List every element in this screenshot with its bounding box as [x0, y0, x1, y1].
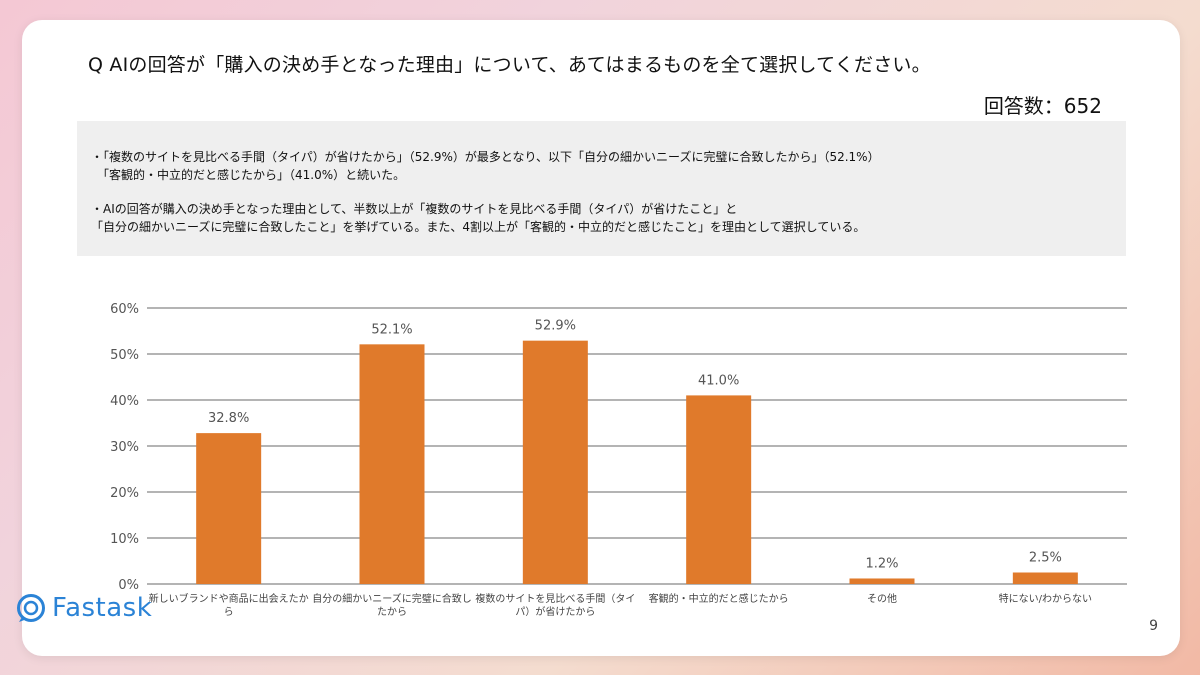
x-category-label: 新しいブランドや商品に出会えたか — [149, 592, 309, 605]
y-tick-label: 40% — [110, 394, 139, 409]
bar — [196, 433, 262, 584]
data-label: 32.8% — [208, 411, 249, 426]
x-category-label: 客観的・中立的だと感じたから — [649, 592, 789, 605]
logo-bubble-icon — [17, 594, 45, 622]
y-tick-label: 50% — [110, 348, 139, 363]
fastask-logo: Fastask — [16, 593, 152, 623]
x-category-label: 複数のサイトを見比べる手間（タイ — [475, 592, 635, 605]
page-number: 9 — [1149, 618, 1158, 634]
data-label: 41.0% — [698, 373, 739, 388]
data-label: 1.2% — [865, 556, 898, 571]
x-category-label: 特にない/わからない — [999, 593, 1092, 605]
slide-card: Q AIの回答が「購入の決め手となった理由」について、あてはまるものを全て選択し… — [22, 20, 1180, 656]
y-tick-label: 0% — [118, 578, 139, 593]
y-tick-label: 30% — [110, 440, 139, 455]
summary-line: ・「複数のサイトを見比べる手間（タイパ）が省けたから」（52.9%）が最多となり… — [91, 150, 880, 164]
bar — [849, 578, 915, 584]
data-label: 2.5% — [1029, 551, 1062, 566]
question-title: Q AIの回答が「購入の決め手となった理由」について、あてはまるものを全て選択し… — [88, 54, 931, 76]
data-label: 52.9% — [535, 319, 576, 334]
bar — [686, 395, 752, 584]
y-tick-label: 20% — [110, 486, 139, 501]
respondent-count: 回答数：652 — [983, 94, 1102, 118]
summary-line: 「客観的・中立的だと感じたから」（41.0%）と続いた。 — [97, 168, 406, 182]
bar — [522, 340, 588, 584]
x-category-label: その他 — [867, 592, 897, 605]
summary-line: 「自分の細かいニーズに完璧に合致したこと」を挙げている。また、4割以上が「客観的… — [91, 220, 866, 234]
data-label: 52.1% — [371, 322, 412, 337]
y-tick-label: 60% — [110, 302, 139, 317]
x-category-label: 自分の細かいニーズに完璧に合致し — [312, 592, 472, 605]
bar — [1012, 572, 1078, 584]
summary-box: ・「複数のサイトを見比べる手間（タイパ）が省けたから」（52.9%）が最多となり… — [77, 121, 1126, 256]
x-category-label: ら — [224, 606, 234, 616]
y-tick-label: 10% — [110, 532, 139, 547]
x-category-label: たから — [377, 606, 407, 616]
summary-line: ・AIの回答が購入の決め手となった理由として、半数以上が「複数のサイトを見比べる… — [91, 202, 738, 216]
bar — [359, 344, 425, 584]
bar-chart: 0% 10% 20% 30% 40% 50% 60% 32.8% 新しいブランドや商品に出会えた… — [110, 302, 1127, 616]
x-category-label: パ）が省けたから — [515, 605, 595, 616]
logo-text: Fastask — [52, 593, 153, 623]
